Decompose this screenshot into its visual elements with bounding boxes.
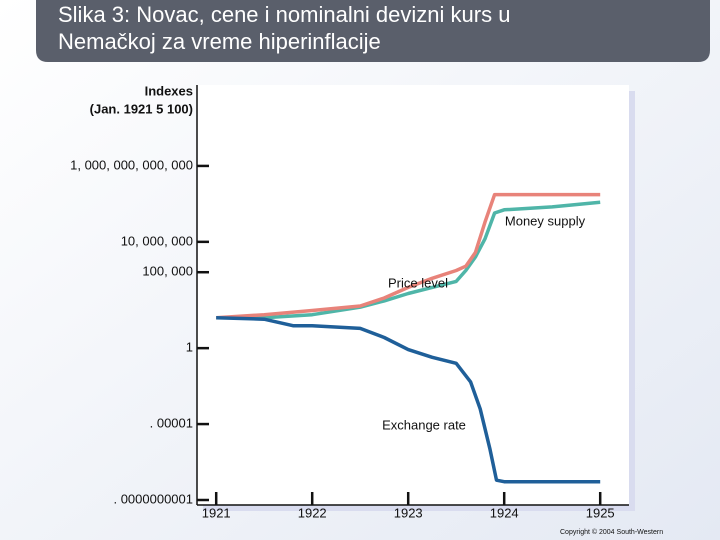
series-label: Money supply bbox=[505, 213, 586, 228]
plot-area bbox=[197, 85, 629, 505]
y-tick-label: 100, 000 bbox=[142, 264, 193, 279]
y-axis-label: Indexes bbox=[145, 83, 193, 98]
x-tick-label: 1925 bbox=[586, 505, 615, 520]
x-tick-label: 1923 bbox=[394, 505, 423, 520]
series-label: Price level bbox=[388, 275, 448, 290]
title-line: Slika 3: Novac, cene i nominalni devizni… bbox=[58, 2, 510, 27]
x-tick-label: 1921 bbox=[202, 505, 231, 520]
y-tick-label: . 0000000001 bbox=[113, 491, 193, 506]
series-label: Exchange rate bbox=[382, 417, 466, 432]
x-tick-label: 1924 bbox=[490, 505, 519, 520]
y-tick-label: . 00001 bbox=[150, 416, 193, 431]
y-tick-label: 10, 000, 000 bbox=[121, 233, 193, 248]
title-banner bbox=[36, 0, 710, 62]
series-line bbox=[216, 192, 601, 320]
y-tick-label: 1, 000, 000, 000, 000 bbox=[70, 157, 193, 172]
series-line bbox=[216, 200, 601, 320]
title-line: Nemačkoj za vreme hiperinflacije bbox=[58, 29, 381, 54]
y-tick-label: 1 bbox=[186, 340, 193, 355]
y-axis-label: (Jan. 1921 5 100) bbox=[90, 101, 193, 116]
x-tick-label: 1922 bbox=[298, 505, 327, 520]
series-line bbox=[216, 316, 601, 484]
copyright: Copyright © 2004 South-Western bbox=[560, 528, 663, 536]
